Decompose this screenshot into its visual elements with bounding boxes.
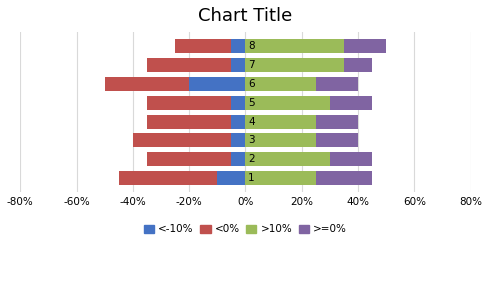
Bar (245, 77, 315, 91)
Text: 3: 3 (248, 135, 254, 146)
Bar (245, 171, 315, 185)
Bar (104, 77, 189, 91)
Bar (245, 96, 329, 110)
Bar (245, 58, 343, 72)
Bar (231, 96, 245, 110)
Bar (133, 133, 231, 148)
Bar (189, 77, 245, 91)
Text: 4: 4 (248, 117, 254, 127)
Text: 8: 8 (248, 41, 254, 51)
Bar (147, 96, 231, 110)
Bar (231, 152, 245, 166)
Bar (147, 152, 231, 166)
Bar (315, 77, 357, 91)
Bar (245, 152, 329, 166)
Bar (231, 133, 245, 148)
Bar (231, 58, 245, 72)
Bar (343, 58, 371, 72)
Bar (119, 171, 217, 185)
Text: 5: 5 (248, 98, 254, 108)
Bar (315, 115, 357, 129)
Text: 2: 2 (248, 154, 254, 164)
Bar (175, 39, 231, 53)
Bar (245, 115, 315, 129)
Bar (329, 152, 371, 166)
Text: 6: 6 (248, 79, 254, 89)
Bar (147, 115, 231, 129)
Title: Chart Title: Chart Title (198, 7, 292, 25)
Bar (217, 171, 245, 185)
Bar (315, 133, 357, 148)
Bar (329, 96, 371, 110)
Text: 1: 1 (248, 173, 254, 183)
Bar (245, 39, 343, 53)
Bar (231, 115, 245, 129)
Text: 7: 7 (248, 60, 254, 70)
Bar (147, 58, 231, 72)
Bar (343, 39, 386, 53)
Bar (315, 171, 371, 185)
Bar (231, 39, 245, 53)
Bar (245, 133, 315, 148)
Legend: <-10%, <0%, >10%, >=0%: <-10%, <0%, >10%, >=0% (139, 220, 350, 238)
